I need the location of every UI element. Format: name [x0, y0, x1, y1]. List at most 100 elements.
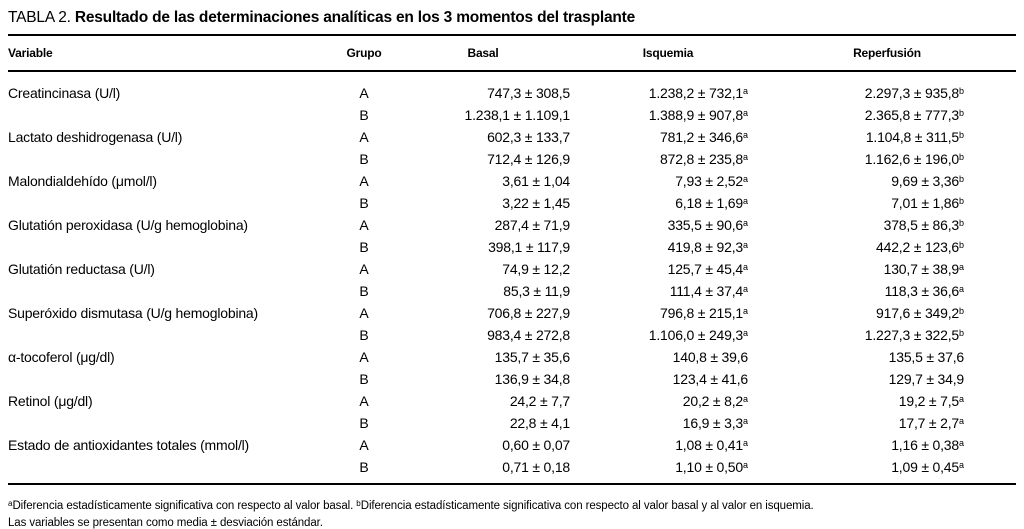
cell-variable: Creatincinasa (U/l): [8, 85, 121, 101]
column-header-reperfusion: Reperfusión: [853, 46, 921, 60]
significance-marker: a: [958, 262, 964, 272]
table-row: Lactato deshidrogenasa (U/l) A 602,3 ± 133…: [8, 126, 1016, 148]
significance-marker: a: [742, 240, 748, 250]
cell-isquemia: 140,8 ± 39,6: [672, 349, 749, 365]
cell-isquemia: 7,93 ± 2,52a: [675, 173, 748, 189]
table-title: TABLA 2. Resultado de las determinacione…: [8, 8, 1016, 27]
table-row: Superóxido dismutasa (U/g hemoglobina) A 7…: [8, 302, 1016, 324]
cell-isquemia: 125,7 ± 45,4a: [667, 261, 748, 277]
cell-grupo: B: [359, 459, 369, 475]
cell-variable: [8, 368, 340, 390]
cell-basal: 287,4 ± 71,9: [494, 217, 571, 233]
cell-isquemia: 419,8 ± 92,3a: [667, 239, 748, 255]
significance-marker: a: [958, 416, 964, 426]
table-title-prefix: TABLA 2.: [8, 9, 71, 26]
significance-marker: a: [958, 284, 964, 294]
cell-basal: 136,9 ± 34,8: [494, 371, 571, 387]
cell-basal: 22,8 ± 4,1: [509, 415, 570, 431]
cell-variable: α-tocoferol (μg/dl): [8, 349, 115, 365]
cell-basal: 1.238,1 ± 1.109,1: [464, 107, 571, 123]
table-row: B 22,8 ± 4,1 16,9 ± 3,3a 17,7 ± 2,7a: [8, 412, 1016, 434]
significance-marker: a: [742, 108, 748, 118]
table-row: B 983,4 ± 272,8 1.106,0 ± 249,3a 1.227,3 ± …: [8, 324, 1016, 346]
cell-variable: Malondialdehído (μmol/l): [8, 173, 157, 189]
significance-marker: b: [958, 218, 964, 228]
table-row: B 136,9 ± 34,8 123,4 ± 41,6 129,7 ± 34,9: [8, 368, 1016, 390]
significance-marker: a: [742, 174, 748, 184]
significance-marker: a: [742, 218, 748, 228]
cell-reperfusion: 378,5 ± 86,3b: [883, 217, 964, 233]
cell-reperfusion: 1.162,6 ± 196,0b: [864, 151, 964, 167]
footnote-line-2: Las variables se presentan como media ± …: [8, 517, 323, 529]
cell-grupo: A: [359, 261, 369, 277]
cell-variable: Retinol (μg/dl): [8, 393, 93, 409]
cell-basal: 706,8 ± 227,9: [487, 305, 570, 321]
cell-reperfusion: 442,2 ± 123,6b: [876, 239, 964, 255]
significance-marker: b: [958, 306, 964, 316]
column-header-basal: Basal: [467, 46, 499, 60]
column-header-isquemia: Isquemia: [642, 46, 694, 60]
cell-reperfusion: 130,7 ± 38,9a: [883, 261, 964, 277]
significance-marker: b: [958, 174, 964, 184]
cell-reperfusion: 1,16 ± 0,38a: [891, 437, 964, 453]
cell-basal: 0,60 ± 0,07: [502, 437, 570, 453]
column-header-variable: Variable: [8, 46, 53, 60]
footnote-line-1: a Diferencia estadísticamente significati…: [8, 498, 1016, 515]
cell-basal: 398,1 ± 117,9: [488, 239, 570, 255]
cell-isquemia: 335,5 ± 90,6a: [667, 217, 748, 233]
cell-basal: 3,22 ± 1,45: [502, 195, 570, 211]
cell-variable: Estado de antioxidantes totales (mmol/l): [8, 437, 250, 453]
cell-basal: 712,4 ± 126,9: [487, 151, 570, 167]
cell-grupo: A: [359, 437, 369, 453]
table-row: Glutatión reductasa (U/l) A 74,9 ± 12,2 125…: [8, 258, 1016, 280]
table-row: Estado de antioxidantes totales (mmol/l)…: [8, 434, 1016, 456]
significance-marker: a: [958, 460, 964, 470]
footnote-text-b: Diferencia estadísticamente significativ…: [360, 500, 814, 512]
table-row: B 0,71 ± 0,18 1,10 ± 0,50a 1,09 ± 0,45a: [8, 456, 1016, 484]
cell-reperfusion: 135,5 ± 37,6: [888, 349, 965, 365]
significance-marker: a: [742, 306, 748, 316]
cell-grupo: A: [359, 393, 369, 409]
significance-marker: a: [742, 394, 748, 404]
cell-grupo: B: [359, 415, 369, 431]
cell-grupo: A: [359, 129, 369, 145]
cell-isquemia: 123,4 ± 41,6: [672, 371, 749, 387]
cell-variable: [8, 412, 340, 434]
cell-isquemia: 6,18 ± 1,69a: [675, 195, 748, 211]
significance-marker: a: [742, 130, 748, 140]
cell-basal: 602,3 ± 133,7: [487, 129, 570, 145]
cell-reperfusion: 1.227,3 ± 322,5b: [864, 327, 964, 343]
cell-grupo: B: [359, 239, 369, 255]
cell-isquemia: 1.106,0 ± 249,3a: [648, 327, 748, 343]
cell-isquemia: 111,4 ± 37,4a: [669, 283, 748, 299]
significance-marker: a: [742, 262, 748, 272]
cell-grupo: A: [359, 85, 369, 101]
cell-grupo: A: [359, 305, 369, 321]
cell-basal: 85,3 ± 11,9: [503, 283, 570, 299]
significance-marker: a: [958, 438, 964, 448]
significance-marker: a: [742, 438, 748, 448]
footnote-sup-a: a: [8, 499, 13, 508]
cell-variable: [8, 324, 340, 346]
cell-isquemia: 1,10 ± 0,50a: [675, 459, 748, 475]
table-row: B 398,1 ± 117,9 419,8 ± 92,3a 442,2 ± 123,6…: [8, 236, 1016, 258]
table-row: B 3,22 ± 1,45 6,18 ± 1,69a 7,01 ± 1,86b: [8, 192, 1016, 214]
cell-grupo: B: [359, 283, 369, 299]
cell-grupo: B: [359, 151, 369, 167]
cell-reperfusion: 2.365,8 ± 777,3b: [864, 107, 964, 123]
cell-basal: 135,7 ± 35,6: [494, 349, 571, 365]
significance-marker: b: [958, 108, 964, 118]
cell-basal: 747,3 ± 308,5: [487, 85, 570, 101]
significance-marker: b: [958, 130, 964, 140]
table-header-row: Variable Grupo Basal Isquemia Reperfusió…: [8, 35, 1016, 71]
cell-basal: 0,71 ± 0,18: [502, 459, 570, 475]
cell-variable: [8, 192, 340, 214]
cell-grupo: B: [359, 371, 369, 387]
significance-marker: a: [742, 328, 748, 338]
cell-reperfusion: 9,69 ± 3,36b: [891, 173, 964, 189]
cell-reperfusion: 7,01 ± 1,86b: [891, 195, 964, 211]
cell-variable: [8, 104, 340, 126]
cell-grupo: A: [359, 349, 369, 365]
cell-reperfusion: 1,09 ± 0,45a: [891, 459, 964, 475]
table-body: Creatincinasa (U/l) A 747,3 ± 308,5 1.238,2…: [8, 71, 1016, 484]
